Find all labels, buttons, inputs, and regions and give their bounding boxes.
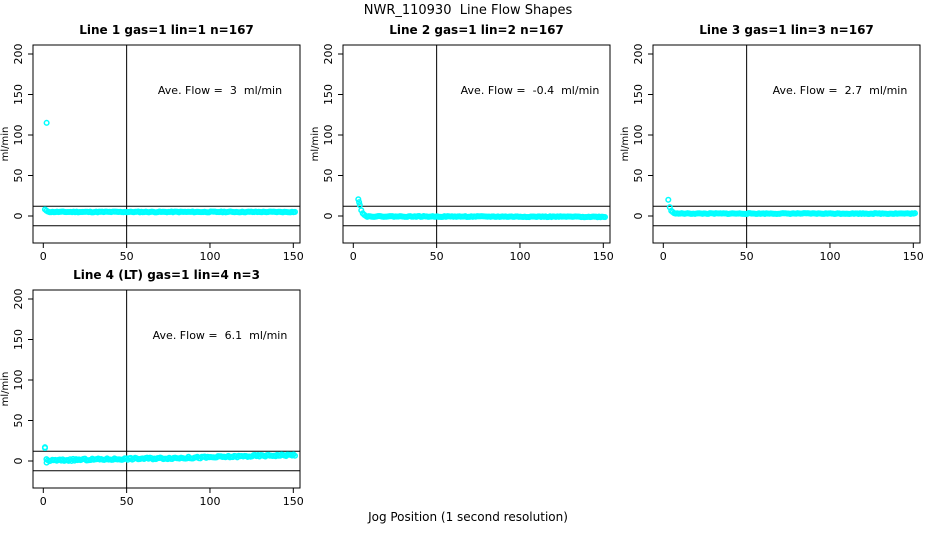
x-tick-label: 100 [819,250,840,263]
y-tick-label: 50 [12,414,25,428]
y-tick-label: 150 [12,84,25,105]
panel-2-ave-flow-annotation: Ave. Flow = -0.4 ml/min [460,84,600,97]
y-tick-label: 50 [322,169,335,183]
x-tick-label: 100 [199,250,220,263]
plot-box [32,289,301,489]
data-point [355,196,362,203]
panel-4-title: Line 4 (LT) gas=1 lin=4 n=3 [73,268,260,282]
y-tick-label: 50 [632,169,645,183]
panel-3-ave-flow-annotation: Ave. Flow = 2.7 ml/min [772,84,908,97]
data-point [665,196,672,203]
outlier-data-point [356,199,363,206]
y-tick-label: 50 [12,169,25,183]
x-tick-label: 150 [283,495,304,508]
y-axis-title: ml/min [310,127,321,162]
y-tick-label: 0 [632,213,645,220]
y-tick-label: 200 [322,44,335,65]
y-tick-label: 150 [322,84,335,105]
x-tick-label: 50 [120,495,134,508]
y-tick-label: 200 [632,44,645,65]
y-tick-label: 150 [632,84,645,105]
y-tick-label: 100 [632,125,645,146]
x-tick-label: 150 [283,250,304,263]
data-point [356,202,363,209]
x-tick-label: 50 [120,250,134,263]
x-tick-label: 0 [660,250,667,263]
figure-title: NWR_110930 Line Flow Shapes [363,3,573,18]
y-tick-label: 100 [322,125,335,146]
outlier-data-point [41,444,49,451]
y-tick-label: 0 [12,458,25,465]
plot-box [342,44,611,244]
x-tick-label: 100 [509,250,530,263]
panel-3-title: Line 3 gas=1 lin=3 n=167 [699,23,874,37]
plot-box [32,44,301,244]
x-tick-label: 0 [40,250,47,263]
y-tick-label: 100 [12,370,25,391]
y-tick-label: 0 [322,213,335,220]
y-tick-label: 150 [12,329,25,350]
y-tick-label: 200 [12,44,25,65]
y-axis-title: ml/min [620,127,631,162]
x-tick-label: 0 [40,495,47,508]
y-tick-label: 0 [12,213,25,220]
panel-1-title: Line 1 gas=1 lin=1 n=167 [79,23,254,37]
y-axis-title: ml/min [0,127,11,162]
data-point [291,208,299,215]
x-axis-label: Jog Position (1 second resolution) [368,510,568,524]
x-tick-label: 0 [350,250,357,263]
panel-4-ave-flow-annotation: Ave. Flow = 6.1 ml/min [152,329,288,342]
plot-box [652,44,921,244]
x-tick-label: 50 [740,250,754,263]
x-tick-label: 150 [593,250,614,263]
panel-1-ave-flow-annotation: Ave. Flow = 3 ml/min [157,84,283,97]
y-tick-label: 200 [12,289,25,310]
data-point [291,452,299,459]
data-point [911,210,919,217]
data-point [601,213,609,221]
x-tick-label: 50 [430,250,444,263]
outlier-data-point [43,459,50,466]
outlier-data-point [43,119,50,126]
x-tick-label: 100 [199,495,220,508]
x-tick-label: 150 [903,250,924,263]
y-tick-label: 100 [12,125,25,146]
y-axis-title: ml/min [0,372,11,407]
panel-2-title: Line 2 gas=1 lin=2 n=167 [389,23,564,37]
